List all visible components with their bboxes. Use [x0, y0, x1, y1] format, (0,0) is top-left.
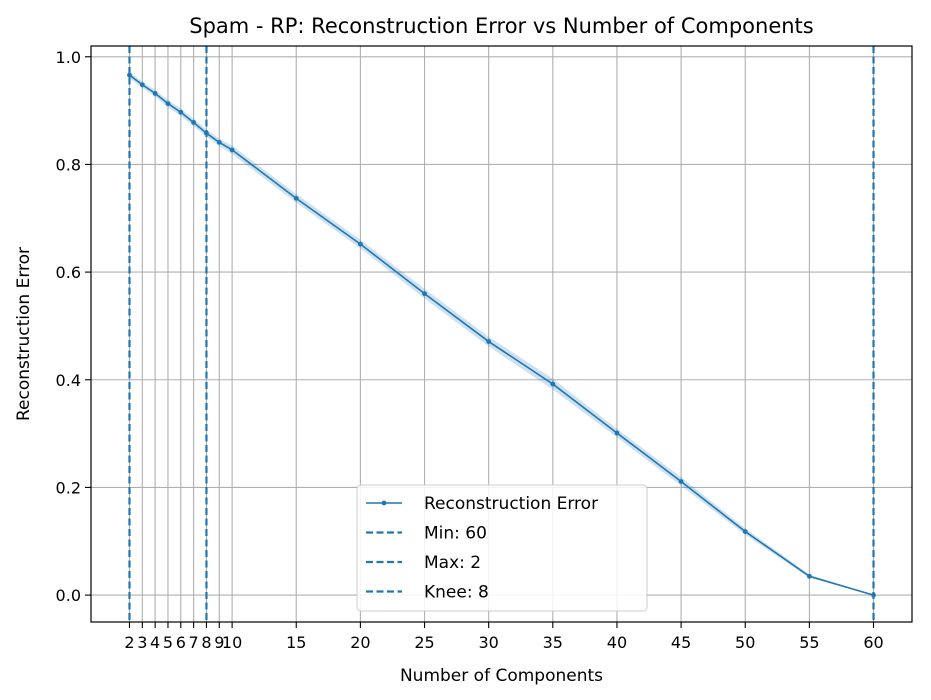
data-point [806, 573, 812, 579]
data-point [191, 120, 197, 125]
legend-entry-label: Knee: 8 [424, 583, 489, 603]
legend: Reconstruction Error Min: 60 Max: 2 Knee: 8 [356, 484, 648, 612]
x-tick-label: 20 [350, 633, 370, 652]
legend-box [356, 484, 648, 612]
data-point [614, 430, 620, 436]
y-axis-label: Reconstruction Error [14, 247, 34, 421]
legend-entry-label: Reconstruction Error [424, 494, 598, 514]
x-tick-label: 4 [150, 633, 160, 652]
data-point [204, 130, 209, 136]
data-point [178, 109, 184, 115]
x-tick-label: 30 [478, 633, 498, 652]
data-point [678, 479, 684, 484]
y-tick-label: 0.6 [56, 263, 81, 282]
data-point [152, 90, 158, 96]
y-tick-label: 0.8 [56, 155, 81, 174]
data-point [127, 72, 132, 78]
legend-entry-label: Min: 60 [424, 524, 487, 544]
y-tick-label: 1.0 [56, 48, 81, 67]
x-tick-label: 8 [201, 633, 211, 652]
data-point [871, 592, 876, 598]
x-tick-label: 25 [414, 633, 434, 652]
data-point [229, 147, 235, 153]
data-point [293, 195, 299, 201]
x-tick-label: 7 [189, 633, 199, 652]
y-axis-ticks: 0.0 0.2 0.4 0.6 0.8 1.0 [56, 48, 91, 605]
data-point [216, 139, 222, 145]
x-tick-label: 10 [222, 633, 242, 652]
legend-entry-label: Max: 2 [424, 553, 481, 573]
data-point [139, 82, 145, 88]
x-axis-ticks: 2 3 4 5 6 7 8 910 15 20 25 30 35 40 45 50 55 60 [124, 622, 884, 652]
x-tick-label: 40 [607, 633, 627, 652]
data-point [550, 381, 556, 387]
y-tick-label: 0.4 [56, 371, 81, 390]
x-tick-label: 45 [671, 633, 691, 652]
data-point [357, 241, 363, 247]
legend-marker-swatch [381, 500, 387, 506]
x-tick-label: 9 [214, 633, 224, 652]
x-tick-label: 3 [137, 633, 147, 652]
x-tick-label: 60 [863, 633, 883, 652]
x-tick-label: 2 [124, 633, 134, 652]
x-tick-label: 6 [176, 633, 186, 652]
data-point [486, 339, 492, 344]
data-point [422, 291, 427, 297]
data-point [742, 529, 748, 534]
chart-title: Spam - RP: Reconstruction Error vs Numbe… [189, 14, 813, 38]
x-tick-label: 15 [286, 633, 306, 652]
reference-lines [128, 46, 875, 622]
series-line [127, 72, 876, 598]
x-tick-label: 5 [163, 633, 173, 652]
x-tick-label: 35 [543, 633, 563, 652]
y-tick-label: 0.0 [56, 586, 81, 605]
x-tick-label: 50 [735, 633, 755, 652]
y-tick-label: 0.2 [56, 478, 81, 497]
plot-frame [90, 45, 913, 623]
x-tick-label: 55 [799, 633, 819, 652]
data-point [165, 101, 171, 106]
x-axis-label: Number of Components [400, 666, 603, 686]
